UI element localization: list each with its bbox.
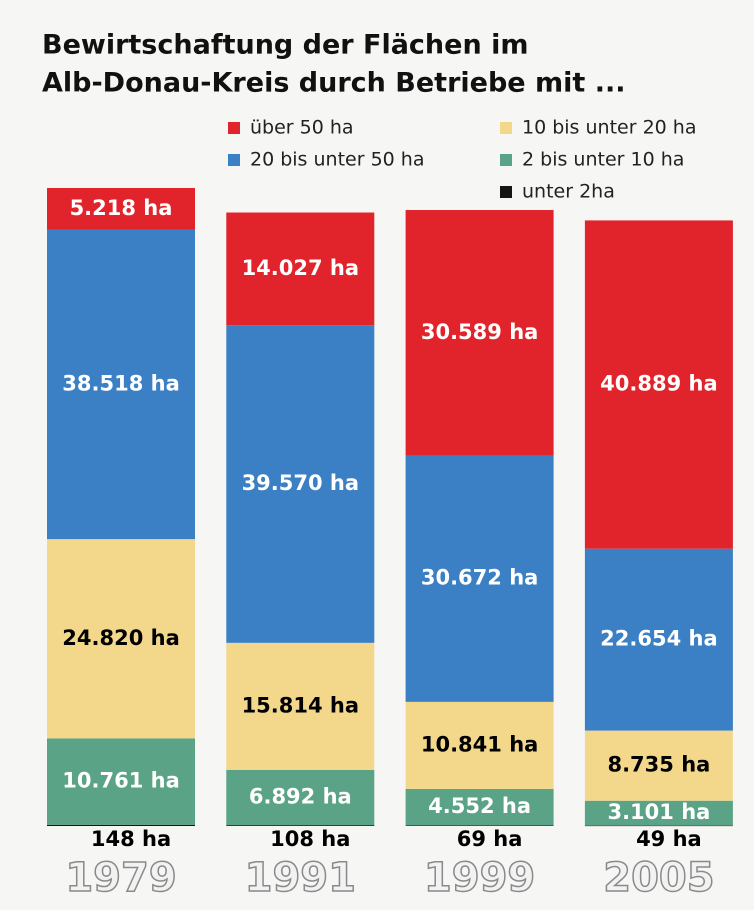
- data-label: 30.589 ha: [421, 320, 538, 344]
- bar-segment: [584, 800, 733, 826]
- data-label: 38.518 ha: [62, 372, 179, 396]
- data-label: 5.218 ha: [70, 196, 173, 220]
- data-label: 8.735 ha: [607, 753, 710, 777]
- chart-title: Bewirtschaftung der Flächen im: [42, 30, 528, 61]
- data-label: 14.027 ha: [242, 256, 359, 280]
- bar-segment: [584, 730, 733, 801]
- bar-segment: [226, 642, 375, 770]
- bar-segment: [47, 188, 195, 230]
- data-label: 108 ha: [270, 827, 350, 851]
- data-label: 6.892 ha: [249, 784, 352, 808]
- data-label: 40.889 ha: [600, 372, 717, 396]
- bar-segment: [226, 825, 375, 826]
- x-tick-label: 1979: [65, 855, 176, 901]
- bar-segment: [584, 548, 733, 731]
- bar-segment: [47, 539, 195, 739]
- data-label: 30.672 ha: [421, 566, 538, 590]
- bar-segment: [405, 210, 554, 456]
- data-label: 3.101 ha: [607, 800, 710, 824]
- data-label: 148 ha: [91, 827, 171, 851]
- bar-segment: [405, 825, 554, 826]
- x-tick-label: 2005: [603, 855, 714, 901]
- bar-segment: [47, 229, 195, 540]
- chart-title: Alb-Donau-Kreis durch Betriebe mit ...: [42, 68, 625, 99]
- bar-segment: [47, 738, 195, 825]
- legend-swatch: [500, 186, 512, 198]
- data-label: 24.820 ha: [62, 626, 179, 650]
- x-tick-label: 1991: [245, 855, 356, 901]
- legend-label: 20 bis unter 50 ha: [250, 149, 424, 171]
- bar-segment: [405, 701, 554, 789]
- bar-segment: [405, 455, 554, 702]
- data-label: 10.761 ha: [62, 769, 179, 793]
- data-label: 49 ha: [636, 827, 702, 851]
- legend-label: 2 bis unter 10 ha: [522, 149, 684, 171]
- legend-swatch: [500, 154, 512, 166]
- legend-label: 10 bis unter 20 ha: [522, 117, 696, 139]
- legend-swatch: [228, 154, 240, 166]
- data-label: 10.841 ha: [421, 732, 538, 756]
- data-label: 4.552 ha: [428, 794, 531, 818]
- data-label: 15.814 ha: [242, 693, 359, 717]
- data-label: 22.654 ha: [600, 627, 717, 651]
- legend-label: unter 2ha: [522, 181, 615, 203]
- bar-segment: [47, 824, 195, 826]
- bar-segment: [226, 769, 375, 826]
- bar-segment: [584, 220, 733, 549]
- bar-segment: [405, 788, 554, 826]
- bar-segment: [584, 825, 733, 827]
- data-label: 69 ha: [457, 827, 523, 851]
- data-label: 39.570 ha: [242, 471, 359, 495]
- bar-segment: [226, 212, 375, 326]
- x-tick-label: 1999: [424, 855, 535, 901]
- legend-label: über 50 ha: [250, 117, 354, 139]
- bar-segment: [226, 325, 375, 643]
- legend-swatch: [228, 122, 240, 134]
- legend-swatch: [500, 122, 512, 134]
